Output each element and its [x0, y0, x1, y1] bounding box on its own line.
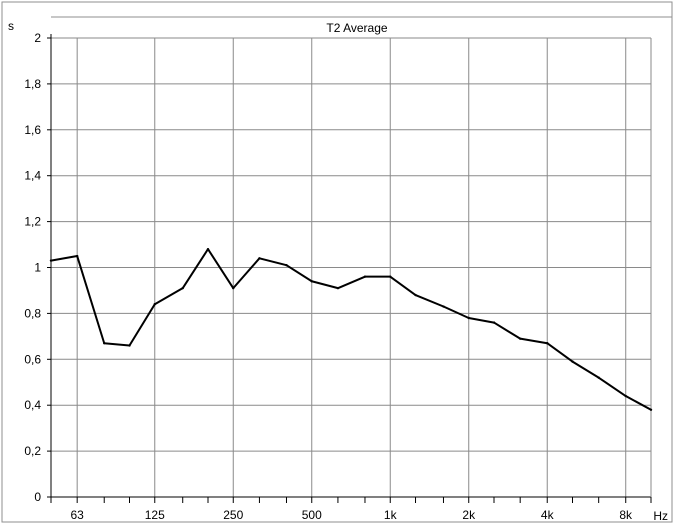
- data-point: [258, 257, 261, 260]
- y-axis-ticks: 0 0,2 0,4 0,6 0,8 1 1,2 1,4 1,6 1,8 2: [24, 31, 51, 504]
- data-point: [75, 254, 79, 258]
- y-tick-label: 1,2: [24, 215, 41, 229]
- y-tick-label: 2: [34, 31, 41, 45]
- x-tick-label: 1k: [384, 508, 398, 522]
- y-tick-label: 1,8: [24, 77, 41, 91]
- y-tick-label: 1: [34, 261, 41, 275]
- y-tick-label: 1,6: [24, 123, 41, 137]
- data-point: [153, 303, 156, 306]
- chart-title: T2 Average: [326, 21, 387, 35]
- data-point: [649, 408, 653, 411]
- y-tick-label: 0,4: [24, 398, 41, 412]
- x-tick-label: 250: [223, 508, 243, 522]
- data-point: [597, 376, 600, 379]
- y-axis-label: s: [8, 19, 14, 33]
- x-tick-label: 4k: [541, 508, 555, 522]
- x-tick-label: 8k: [619, 508, 633, 522]
- data-point: [285, 264, 288, 267]
- data-series: [49, 247, 653, 411]
- y-tick-label: 0,2: [24, 444, 41, 458]
- data-point: [128, 344, 131, 347]
- data-point: [546, 342, 549, 345]
- data-point: [310, 280, 313, 283]
- data-point: [206, 247, 210, 251]
- data-point: [232, 286, 235, 290]
- series-line: [50, 248, 652, 411]
- axes: [50, 16, 672, 498]
- y-tick-label: 0,6: [24, 352, 41, 366]
- data-point: [389, 275, 392, 278]
- x-tick-label: 63: [70, 508, 84, 522]
- grid-lines: [51, 37, 651, 498]
- data-point: [49, 259, 53, 262]
- data-point: [363, 275, 367, 278]
- x-tick-label: 2k: [462, 508, 476, 522]
- data-point: [624, 394, 627, 398]
- data-point: [103, 342, 106, 345]
- y-tick-label: 1,4: [24, 169, 41, 183]
- x-tick-label: 125: [145, 508, 165, 522]
- data-point: [571, 360, 574, 363]
- x-tick-label: 500: [302, 508, 322, 522]
- data-point: [414, 293, 417, 297]
- data-point: [181, 286, 184, 290]
- data-point: [336, 286, 340, 290]
- y-tick-label: 0,8: [24, 306, 41, 320]
- data-point: [442, 305, 445, 308]
- data-point: [467, 316, 470, 320]
- x-axis-label: Hz: [653, 509, 668, 523]
- data-point: [492, 321, 496, 324]
- y-tick-label: 0: [34, 490, 41, 504]
- x-axis-ticks: 63 125 250 500 1k 2k 4k 8k: [50, 497, 652, 522]
- data-point: [518, 337, 522, 340]
